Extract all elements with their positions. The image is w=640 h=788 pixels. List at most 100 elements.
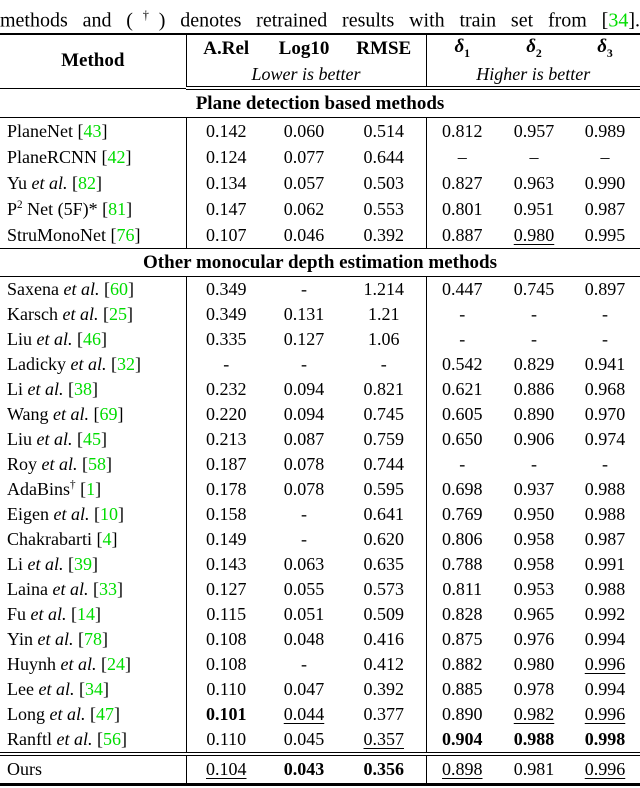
citation-link-24[interactable]: 24 <box>107 654 125 674</box>
citation-link-42[interactable]: 42 <box>107 146 126 167</box>
citation-link-32[interactable]: 32 <box>116 354 135 374</box>
value-cell: 0.980 <box>513 224 555 245</box>
table-row: Ranftl et al. [56] 0.110 0.045 0.357 0.904 0.… <box>0 727 640 754</box>
table-row: Long et al. [47] 0.101 0.044 0.377 0.890 0.98… <box>0 702 640 727</box>
value-cell: 0.046 <box>283 224 325 245</box>
value-cell: 0.982 <box>513 704 555 724</box>
value-cell: 0.970 <box>584 404 626 424</box>
value-cell: 1.214 <box>363 279 405 299</box>
value-cell: 0.988 <box>584 579 626 599</box>
table-row: Liu et al. [45] 0.213 0.087 0.759 0.650 0.906… <box>0 427 640 452</box>
citation-link-4[interactable]: 4 <box>102 529 112 549</box>
citation-link-47[interactable]: 47 <box>96 704 114 724</box>
value-cell: 0.987 <box>584 198 626 219</box>
value-cell: 0.994 <box>584 679 626 699</box>
method-name-text: et al. <box>52 579 89 599</box>
value-cell: 0.044 <box>283 704 325 724</box>
value-cell: 0.951 <box>513 198 555 219</box>
citation-link-14[interactable]: 14 <box>77 604 96 624</box>
value-cell: 0.965 <box>513 604 555 624</box>
citation-link-60[interactable]: 60 <box>109 279 128 299</box>
value-cell: 0.110 <box>185 677 266 702</box>
value-cell: 0.357 <box>363 729 405 749</box>
results-table-body: Plane detection based methods PlaneNet [4… <box>0 87 640 785</box>
citation-link-69[interactable]: 69 <box>99 404 118 424</box>
value-cell: 0.142 <box>185 117 266 144</box>
citation-link-46[interactable]: 46 <box>83 329 101 349</box>
method-name-text: StruMonoNet <box>7 224 106 245</box>
value-cell: 0.127 <box>283 329 325 349</box>
col-header-log10: Log10 <box>278 37 330 59</box>
table-row: Roy et al. [58] 0.187 0.078 0.744- - - <box>0 452 640 477</box>
value-cell: 0.641 <box>363 504 405 524</box>
citation-link-45[interactable]: 45 <box>83 429 101 449</box>
value-cell: 0.992 <box>584 604 626 624</box>
section-title: Plane detection based methods <box>0 87 640 118</box>
value-cell: 0.048 <box>283 629 325 649</box>
table-row: Karsch et al. [25] 0.349 0.131 1.21 - - - <box>0 302 640 327</box>
table-header: Method A.Rel Log10 RMSE δ1 δ2 δ3 Lower i… <box>0 34 640 90</box>
method-name-text: et al. <box>36 429 73 449</box>
value-cell: 0.349 <box>185 302 266 327</box>
value-cell: - <box>425 452 498 477</box>
method-name-text: Saxena <box>7 279 64 299</box>
method-cell: Ours <box>0 752 186 785</box>
citation-link-34[interactable]: 34 <box>608 9 629 32</box>
value-cell: 0.744 <box>363 454 405 474</box>
value-cell: 0.981 <box>498 752 570 785</box>
table-row: StruMonoNet [76] 0.107 0.046 0.392 0.887 0.98… <box>0 222 640 249</box>
citation-link-78[interactable]: 78 <box>84 629 103 649</box>
citation-link-76[interactable]: 76 <box>116 224 135 245</box>
section-title-row: Other monocular depth estimation methods <box>0 248 640 277</box>
value-cell: 0.134 <box>185 170 266 196</box>
method-cell: Huynh et al. [24] <box>7 654 131 674</box>
value-cell: 0.937 <box>513 479 555 499</box>
value-cell: 0.213 <box>185 427 266 452</box>
method-name-text: Net (5F)* <box>22 198 98 219</box>
citation-link-39[interactable]: 39 <box>74 554 92 574</box>
value-cell: 0.990 <box>584 172 626 193</box>
value-cell: 0.996 <box>584 654 626 674</box>
method-name-text: et al. <box>36 329 73 349</box>
citation-link-34[interactable]: 34 <box>84 679 103 699</box>
method-name-text: Long <box>7 704 50 724</box>
citation-link-56[interactable]: 56 <box>103 729 121 749</box>
citation-link-38[interactable]: 38 <box>74 379 92 399</box>
citation-link-25[interactable]: 25 <box>108 304 127 324</box>
citation-link-82[interactable]: 82 <box>78 172 97 193</box>
table-row: Li et al. [39] 0.143 0.063 0.635 0.788 0.958 0… <box>0 552 640 577</box>
value-cell: 1.21 <box>368 304 400 324</box>
citation-link-81[interactable]: 81 <box>108 198 127 219</box>
value-cell: 0.060 <box>283 120 325 141</box>
section-title-row: Plane detection based methods <box>0 87 640 118</box>
method-superscript: 2 <box>17 198 23 211</box>
method-name-text: Wang <box>7 404 54 424</box>
value-cell: 0.998 <box>584 729 626 749</box>
table-row: Wang et al. [69] 0.220 0.094 0.745 0.605 0.89… <box>0 402 640 427</box>
citation-link-10[interactable]: 10 <box>100 504 118 524</box>
value-cell: 0.953 <box>513 579 555 599</box>
method-cell: Wang et al. [69] <box>7 404 124 424</box>
value-cell: - <box>531 329 537 349</box>
method-name-text: Roy <box>7 454 42 474</box>
value-cell: 0.698 <box>425 477 498 502</box>
value-cell: 0.769 <box>425 502 498 527</box>
citation-link-1[interactable]: 1 <box>86 479 96 499</box>
citation-link-33[interactable]: 33 <box>98 579 117 599</box>
value-cell: 0.101 <box>185 702 266 727</box>
table-row: Huynh et al. [24] 0.108 - 0.412 0.882 0.980 0.… <box>0 652 640 677</box>
value-cell: - <box>185 352 266 377</box>
value-cell: 0.958 <box>513 529 555 549</box>
value-cell: 0.906 <box>513 429 555 449</box>
citation-link-43[interactable]: 43 <box>83 120 102 141</box>
value-cell: 0.976 <box>513 629 555 649</box>
citation-link-58[interactable]: 58 <box>88 454 107 474</box>
higher-is-better-note: Higher is better <box>425 62 640 90</box>
method-cell: Fu et al. [14] <box>7 604 102 624</box>
value-cell: 0.078 <box>283 454 325 474</box>
value-cell: 0.143 <box>185 552 266 577</box>
value-cell: 0.621 <box>425 377 498 402</box>
value-cell: 0.898 <box>425 752 498 785</box>
value-cell: 0.094 <box>283 379 325 399</box>
value-cell: 0.051 <box>283 604 325 624</box>
